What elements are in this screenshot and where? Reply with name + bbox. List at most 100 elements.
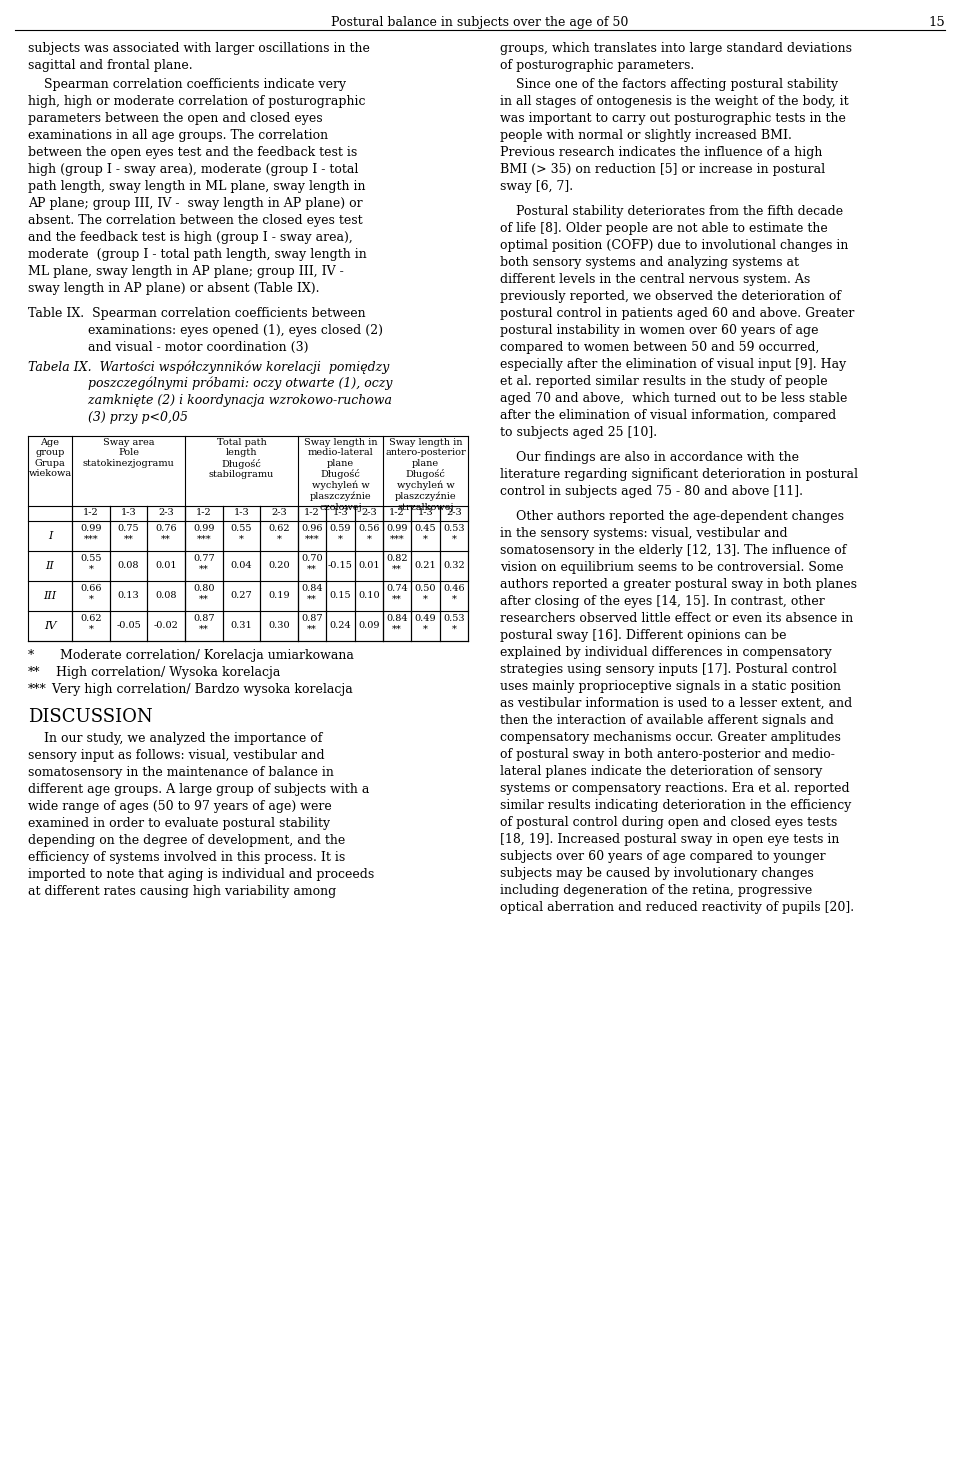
- Text: postural control in patients aged 60 and above. Greater: postural control in patients aged 60 and…: [500, 307, 854, 320]
- Text: strategies using sensory inputs [17]. Postural control: strategies using sensory inputs [17]. Po…: [500, 663, 837, 676]
- Text: 1-2: 1-2: [196, 508, 212, 516]
- Text: aged 70 and above,  which turned out to be less stable: aged 70 and above, which turned out to b…: [500, 392, 848, 405]
- Text: 0.99: 0.99: [193, 524, 215, 533]
- Text: of life [8]. Older people are not able to estimate the: of life [8]. Older people are not able t…: [500, 222, 828, 235]
- Text: 0.99: 0.99: [80, 524, 102, 533]
- Text: Total path
length
Długość
stabilogramu: Total path length Długość stabilogramu: [209, 439, 275, 480]
- Text: 0.84: 0.84: [301, 584, 323, 593]
- Text: of postural sway in both antero-posterior and medio-: of postural sway in both antero-posterio…: [500, 748, 835, 761]
- Text: different levels in the central nervous system. As: different levels in the central nervous …: [500, 273, 810, 286]
- Text: Age
group
Grupa
wiekowa: Age group Grupa wiekowa: [29, 439, 72, 478]
- Text: groups, which translates into large standard deviations: groups, which translates into large stan…: [500, 43, 852, 54]
- Text: 1-3: 1-3: [121, 508, 136, 516]
- Text: 1-2: 1-2: [390, 508, 405, 516]
- Text: vision on equilibrium seems to be controversial. Some: vision on equilibrium seems to be contro…: [500, 560, 844, 574]
- Text: 0.01: 0.01: [156, 562, 177, 571]
- Text: ML plane, sway length in AP plane; group III, IV -: ML plane, sway length in AP plane; group…: [28, 266, 344, 279]
- Text: path length, sway length in ML plane, sway length in: path length, sway length in ML plane, sw…: [28, 180, 366, 194]
- Text: Previous research indicates the influence of a high: Previous research indicates the influenc…: [500, 147, 823, 158]
- Text: 0.01: 0.01: [358, 562, 379, 571]
- Text: *: *: [338, 535, 343, 544]
- Text: 0.75: 0.75: [118, 524, 139, 533]
- Text: 0.21: 0.21: [415, 562, 437, 571]
- Text: efficiency of systems involved in this process. It is: efficiency of systems involved in this p…: [28, 851, 346, 864]
- Text: subjects was associated with larger oscillations in the: subjects was associated with larger osci…: [28, 43, 370, 54]
- Text: 0.53: 0.53: [443, 615, 465, 623]
- Text: 0.62: 0.62: [80, 615, 102, 623]
- Text: *: *: [88, 565, 93, 574]
- Text: 0.84: 0.84: [386, 615, 408, 623]
- Text: **: **: [199, 596, 208, 604]
- Text: ***: ***: [28, 684, 47, 695]
- Text: sway length in AP plane) or absent (Table IX).: sway length in AP plane) or absent (Tabl…: [28, 282, 320, 295]
- Text: Since one of the factors affecting postural stability: Since one of the factors affecting postu…: [500, 78, 838, 91]
- Text: in all stages of ontogenesis is the weight of the body, it: in all stages of ontogenesis is the weig…: [500, 95, 849, 109]
- Text: **: **: [307, 596, 317, 604]
- Text: 0.59: 0.59: [329, 524, 351, 533]
- Text: compensatory mechanisms occur. Greater amplitudes: compensatory mechanisms occur. Greater a…: [500, 731, 841, 744]
- Text: 0.19: 0.19: [269, 591, 290, 600]
- Text: and visual - motor coordination (3): and visual - motor coordination (3): [28, 340, 308, 354]
- Text: 0.87: 0.87: [301, 615, 323, 623]
- Text: optimal position (COFP) due to involutional changes in: optimal position (COFP) due to involutio…: [500, 239, 849, 252]
- Text: 0.20: 0.20: [269, 562, 290, 571]
- Text: *: *: [276, 535, 281, 544]
- Text: parameters between the open and closed eyes: parameters between the open and closed e…: [28, 111, 323, 125]
- Text: *: *: [423, 625, 428, 634]
- Text: 0.99: 0.99: [387, 524, 408, 533]
- Text: 0.66: 0.66: [80, 584, 102, 593]
- Text: ***: ***: [197, 535, 211, 544]
- Text: Spearman correlation coefficients indicate very: Spearman correlation coefficients indica…: [28, 78, 347, 91]
- Text: imported to note that aging is individual and proceeds: imported to note that aging is individua…: [28, 868, 374, 882]
- Text: *: *: [239, 535, 244, 544]
- Text: BMI (> 35) on reduction [5] or increase in postural: BMI (> 35) on reduction [5] or increase …: [500, 163, 826, 176]
- Text: **: **: [199, 565, 208, 574]
- Text: 0.13: 0.13: [118, 591, 139, 600]
- Text: 0.24: 0.24: [329, 622, 351, 631]
- Text: after the elimination of visual information, compared: after the elimination of visual informat…: [500, 409, 836, 422]
- Text: 0.74: 0.74: [386, 584, 408, 593]
- Text: 1-3: 1-3: [332, 508, 348, 516]
- Text: 0.49: 0.49: [415, 615, 436, 623]
- Text: Very high correlation/ Bardzo wysoka korelacja: Very high correlation/ Bardzo wysoka kor…: [48, 684, 352, 695]
- Text: et al. reported similar results in the study of people: et al. reported similar results in the s…: [500, 376, 828, 387]
- Text: *: *: [367, 535, 372, 544]
- Text: **: **: [307, 625, 317, 634]
- Text: *: *: [28, 648, 35, 662]
- Text: examinations in all age groups. The correlation: examinations in all age groups. The corr…: [28, 129, 328, 142]
- Text: of postural control during open and closed eyes tests: of postural control during open and clos…: [500, 816, 837, 829]
- Text: zamknięte (2) i koordynacja wzrokowo-ruchowa: zamknięte (2) i koordynacja wzrokowo-ruc…: [28, 395, 392, 406]
- Text: 0.56: 0.56: [358, 524, 379, 533]
- Text: to subjects aged 25 [10].: to subjects aged 25 [10].: [500, 425, 658, 439]
- Text: explained by individual differences in compensatory: explained by individual differences in c…: [500, 645, 831, 659]
- Text: 2-3: 2-3: [272, 508, 287, 516]
- Text: 0.09: 0.09: [358, 622, 379, 631]
- Text: -0.05: -0.05: [116, 622, 141, 631]
- Text: 0.55: 0.55: [80, 555, 102, 563]
- Text: **: **: [307, 565, 317, 574]
- Text: examinations: eyes opened (1), eyes closed (2): examinations: eyes opened (1), eyes clos…: [28, 324, 383, 337]
- Text: sway [6, 7].: sway [6, 7].: [500, 180, 573, 194]
- Text: 1-3: 1-3: [418, 508, 433, 516]
- Text: 0.82: 0.82: [386, 555, 408, 563]
- Text: 0.08: 0.08: [156, 591, 177, 600]
- Text: as vestibular information is used to a lesser extent, and: as vestibular information is used to a l…: [500, 697, 852, 710]
- Text: in the sensory systems: visual, vestibular and: in the sensory systems: visual, vestibul…: [500, 527, 787, 540]
- Text: 2-3: 2-3: [446, 508, 462, 516]
- Text: 0.45: 0.45: [415, 524, 436, 533]
- Text: authors reported a greater postural sway in both planes: authors reported a greater postural sway…: [500, 578, 857, 591]
- Text: after closing of the eyes [14, 15]. In contrast, other: after closing of the eyes [14, 15]. In c…: [500, 596, 825, 607]
- Text: *: *: [423, 535, 428, 544]
- Text: *: *: [423, 596, 428, 604]
- Text: 0.08: 0.08: [118, 562, 139, 571]
- Text: Moderate correlation/ Korelacja umiarkowana: Moderate correlation/ Korelacja umiarkow…: [48, 648, 354, 662]
- Text: 0.04: 0.04: [230, 562, 252, 571]
- Text: examined in order to evaluate postural stability: examined in order to evaluate postural s…: [28, 817, 330, 830]
- Text: -0.02: -0.02: [154, 622, 179, 631]
- Text: 0.10: 0.10: [358, 591, 379, 600]
- Text: Postural stability deteriorates from the fifth decade: Postural stability deteriorates from the…: [500, 205, 843, 219]
- Text: *: *: [451, 596, 456, 604]
- Text: 0.87: 0.87: [193, 615, 215, 623]
- Text: poszczególnymi próbami: oczy otwarte (1), oczy: poszczególnymi próbami: oczy otwarte (1)…: [28, 377, 393, 390]
- Text: was important to carry out posturographic tests in the: was important to carry out posturographi…: [500, 111, 846, 125]
